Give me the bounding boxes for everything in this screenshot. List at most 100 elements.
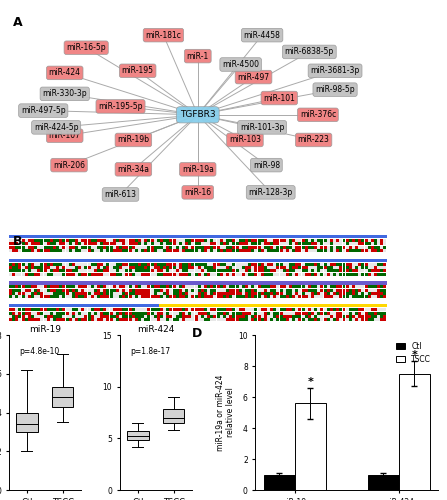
Bar (371, 286, 374, 288)
Bar (292, 292, 295, 295)
Bar (283, 249, 286, 252)
Bar (66, 308, 68, 311)
Bar (320, 239, 324, 242)
Bar (305, 288, 308, 292)
Bar (31, 318, 34, 321)
Bar (31, 312, 34, 314)
Bar (97, 312, 100, 314)
Bar (355, 272, 358, 276)
Bar (311, 296, 314, 298)
Bar (229, 242, 232, 246)
Bar (223, 292, 226, 295)
Bar (59, 266, 62, 269)
Bar (188, 312, 191, 314)
Bar (384, 288, 386, 292)
Bar (239, 312, 242, 314)
Bar (333, 269, 336, 272)
Bar (377, 269, 380, 272)
Bar (188, 242, 191, 246)
Bar (113, 296, 116, 298)
Bar (169, 296, 173, 298)
Bar (267, 288, 270, 292)
Bar (229, 266, 232, 269)
Bar (103, 308, 106, 311)
Bar (314, 318, 317, 321)
Bar (141, 266, 144, 269)
Bar (273, 249, 276, 252)
Bar (295, 249, 298, 252)
Bar (50, 246, 53, 248)
Bar (339, 296, 342, 298)
Bar (69, 242, 72, 246)
Bar (179, 269, 182, 272)
Bar (276, 246, 279, 248)
Bar (264, 474, 295, 490)
Bar (384, 266, 386, 269)
Bar (286, 315, 289, 318)
Bar (56, 288, 59, 292)
Bar (31, 286, 34, 288)
Bar (236, 239, 239, 242)
Bar (257, 242, 261, 246)
Bar (37, 318, 40, 321)
Bar (211, 292, 213, 295)
Bar (125, 288, 128, 292)
Bar (261, 296, 264, 298)
Bar (28, 288, 31, 292)
Bar (368, 246, 371, 248)
Bar (308, 272, 311, 276)
Bar (384, 308, 386, 311)
Bar (346, 296, 349, 298)
Bar (25, 249, 28, 252)
Bar (166, 239, 169, 242)
Bar (292, 272, 295, 276)
Bar (43, 288, 46, 292)
Bar (25, 286, 28, 288)
Bar (148, 262, 150, 266)
Bar (72, 292, 75, 295)
Bar (129, 292, 131, 295)
Bar (94, 266, 97, 269)
Bar (125, 312, 128, 314)
Bar (194, 292, 198, 295)
Bar (173, 266, 176, 269)
Bar (251, 272, 254, 276)
Bar (361, 318, 364, 321)
Bar (324, 318, 327, 321)
Bar (220, 315, 223, 318)
Bar (352, 308, 355, 311)
Title: miR-19: miR-19 (29, 326, 61, 334)
Bar (204, 242, 207, 246)
Bar (311, 312, 314, 314)
Bar (217, 315, 219, 318)
Bar (69, 272, 72, 276)
Bar (179, 315, 182, 318)
Bar (88, 242, 91, 246)
Bar (148, 318, 150, 321)
Bar (50, 315, 53, 318)
Bar (179, 288, 182, 292)
Bar (179, 292, 182, 295)
Bar (119, 318, 122, 321)
Bar (279, 242, 283, 246)
Bar (273, 239, 276, 242)
Bar (176, 242, 179, 246)
Bar (211, 242, 213, 246)
Bar (295, 292, 298, 295)
Bar (157, 318, 160, 321)
Bar (251, 246, 254, 248)
Bar (295, 308, 298, 311)
Bar (217, 269, 219, 272)
Bar (248, 308, 251, 311)
Bar (100, 272, 103, 276)
Bar (342, 312, 346, 314)
Bar (148, 296, 150, 298)
Bar (270, 272, 273, 276)
Bar (358, 292, 361, 295)
Bar (63, 239, 65, 242)
Bar (352, 315, 355, 318)
Bar (324, 239, 327, 242)
Bar (257, 292, 261, 295)
Bar (125, 246, 128, 248)
Bar (251, 315, 254, 318)
